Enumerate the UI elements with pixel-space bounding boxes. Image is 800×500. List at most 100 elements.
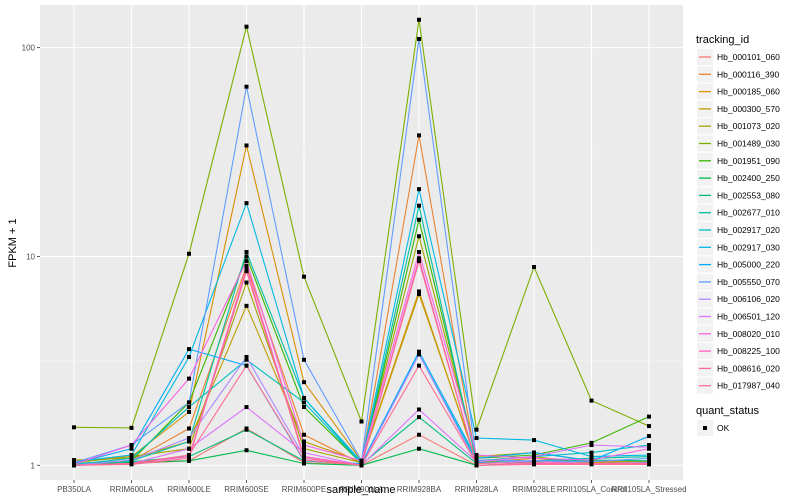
x-tick-label: RRIM600PE — [282, 485, 326, 494]
x-tick-label: RRIM928LA — [455, 485, 499, 494]
data-point — [244, 269, 249, 274]
data-point — [647, 424, 651, 429]
legend-label: Hb_000300_570 — [717, 104, 780, 114]
data-point — [589, 443, 594, 448]
data-point — [417, 292, 421, 297]
y-tick-label: 10 — [26, 252, 35, 261]
legend: tracking_id Hb_000101_060 Hb_000116_390 Hb… — [696, 34, 780, 436]
legend-label: Hb_008020_010 — [717, 329, 780, 339]
data-point — [417, 17, 421, 22]
legend-label: Hb_017987_040 — [717, 381, 780, 391]
data-point — [589, 457, 594, 462]
data-point — [589, 454, 594, 459]
x-tick-label: RRIM928LE — [512, 485, 556, 494]
data-point — [187, 426, 191, 431]
data-point — [589, 440, 594, 445]
data-point — [244, 280, 249, 285]
data-point — [417, 36, 421, 41]
data-point — [187, 354, 191, 359]
data-point — [187, 436, 191, 441]
data-point — [647, 456, 651, 461]
data-point — [187, 400, 191, 405]
data-point — [417, 446, 421, 451]
data-point — [187, 458, 191, 463]
data-point — [302, 405, 306, 410]
data-point — [302, 400, 306, 405]
data-point — [129, 452, 134, 457]
data-point — [474, 452, 479, 457]
data-point — [187, 439, 191, 444]
data-point — [417, 407, 421, 412]
data-point — [244, 266, 249, 271]
data-point — [129, 443, 134, 448]
legend-label: Hb_001489_030 — [717, 139, 780, 149]
data-point — [359, 458, 364, 463]
legend-label: Hb_000116_390 — [717, 69, 780, 79]
data-point — [244, 143, 249, 148]
data-point — [647, 443, 651, 448]
x-tick-label: PB350LA — [57, 485, 91, 494]
x-axis: PB350LA RRIM600LA RRIM600LE RRIM600SE RRIM60… — [57, 480, 687, 494]
data-point — [532, 456, 536, 461]
data-point — [302, 461, 306, 466]
legend-label: Hb_002677_010 — [717, 208, 780, 218]
data-point — [244, 250, 249, 255]
legend-label: Hb_001073_020 — [717, 121, 780, 131]
data-point — [417, 289, 421, 294]
data-point — [187, 452, 191, 457]
data-point — [244, 259, 249, 264]
data-point — [244, 84, 249, 89]
y-tick-label: 1 — [31, 461, 36, 470]
data-point — [417, 203, 421, 208]
legend-label: Hb_006501_120 — [717, 312, 780, 322]
data-point — [417, 256, 421, 261]
legend-label: Hb_000101_060 — [717, 52, 780, 62]
data-point — [187, 376, 191, 381]
data-point — [302, 380, 306, 385]
data-point — [187, 251, 191, 256]
data-point — [647, 452, 651, 457]
data-point — [244, 24, 249, 29]
data-point — [417, 187, 421, 192]
data-point — [532, 460, 536, 465]
legend-shape-label: OK — [717, 423, 730, 433]
data-point — [417, 363, 421, 368]
legend-label: Hb_002553_080 — [717, 190, 780, 200]
data-point — [129, 461, 134, 466]
data-point — [417, 415, 421, 420]
data-point — [72, 425, 76, 430]
y-axis-title: FPKM + 1 — [7, 218, 19, 267]
data-point — [359, 463, 364, 468]
data-point — [187, 405, 191, 410]
data-point — [187, 409, 191, 414]
data-point — [244, 303, 249, 308]
x-axis-title: sample_name — [326, 484, 395, 496]
data-point — [359, 419, 364, 424]
legend-label: Hb_000185_060 — [717, 87, 780, 97]
data-point — [244, 354, 249, 359]
data-point — [647, 446, 651, 451]
data-point — [244, 363, 249, 368]
legend-label: Hb_002400_250 — [717, 173, 780, 183]
data-point — [417, 349, 421, 354]
data-point — [302, 457, 306, 462]
data-point — [417, 250, 421, 255]
data-point — [474, 436, 479, 441]
x-tick-label: RRIM600LE — [167, 485, 211, 494]
data-point — [302, 443, 306, 448]
data-point — [244, 201, 249, 206]
data-point — [474, 427, 479, 432]
data-point — [129, 446, 134, 451]
legend-label: Hb_005550_070 — [717, 277, 780, 287]
x-tick-label: RRII105LA_Stressed — [611, 485, 686, 494]
data-point — [244, 448, 249, 453]
data-point — [302, 446, 306, 451]
data-point — [417, 352, 421, 357]
data-point — [129, 457, 134, 462]
data-point — [302, 357, 306, 362]
legend-label: Hb_008225_100 — [717, 346, 780, 356]
data-point — [532, 438, 536, 443]
data-point — [244, 405, 249, 410]
data-point — [302, 450, 306, 455]
